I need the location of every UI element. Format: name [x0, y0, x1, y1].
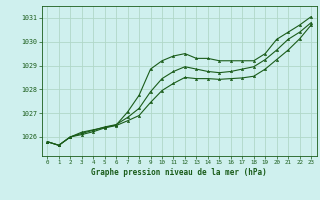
X-axis label: Graphe pression niveau de la mer (hPa): Graphe pression niveau de la mer (hPa): [91, 168, 267, 177]
